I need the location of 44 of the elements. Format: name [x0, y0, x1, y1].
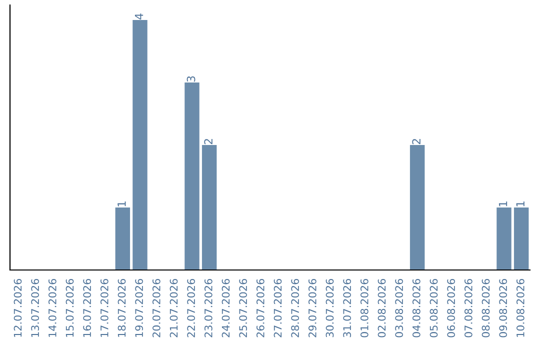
x-tick-label: 12.07.2026	[14, 278, 22, 337]
x-tick-label: 02.08.2026	[378, 278, 386, 338]
data-label: 2	[412, 139, 420, 144]
x-tick-label: 14.07.2026	[48, 278, 56, 337]
x-tick-label: 15.07.2026	[66, 278, 74, 337]
x-tick-label: 17.07.2026	[100, 278, 108, 337]
x-tick-label: 28.07.2026	[291, 278, 300, 338]
x-tick-label: 10.08.2026	[516, 278, 524, 337]
x-tick-label: 20.07.2026	[152, 278, 160, 338]
x-tick-label: 09.08.2026	[499, 278, 508, 338]
x-tick-label: 24.07.2026	[222, 278, 230, 338]
bar	[514, 208, 529, 270]
x-tick-label: 05.08.2026	[430, 278, 438, 338]
x-tick-label: 16.07.2026	[83, 278, 92, 337]
bar	[184, 82, 200, 270]
x-tick-label: 06.08.2026	[447, 278, 456, 338]
x-tick-label: 13.07.2026	[31, 278, 40, 337]
x-tick-label: 04.08.2026	[412, 278, 420, 338]
data-label: 2	[204, 139, 212, 144]
x-tick-label: 18.07.2026	[118, 278, 126, 337]
data-label: 3	[186, 76, 196, 82]
x-tick-label: 31.07.2026	[343, 278, 352, 338]
bar	[202, 145, 217, 270]
x-tick-label: 25.07.2026	[239, 278, 248, 338]
x-tick-label: 23.07.2026	[204, 278, 212, 338]
data-label: 1	[118, 201, 126, 206]
bar	[496, 208, 512, 270]
x-tick-label: 22.07.2026	[187, 278, 196, 338]
x-tick-label: 27.07.2026	[274, 278, 282, 338]
x-tick-label: 21.07.2026	[170, 278, 178, 338]
data-label: 4	[134, 14, 144, 20]
x-tick-label: 26.07.2026	[256, 278, 264, 338]
x-tick-label: 08.08.2026	[482, 278, 490, 338]
x-tick-label: 29.07.2026	[308, 278, 316, 338]
data-label: 1	[516, 201, 524, 206]
bar	[115, 208, 130, 270]
x-tick-label: 03.08.2026	[395, 278, 404, 338]
x-tick-label: 07.08.2026	[464, 278, 472, 338]
bar	[132, 20, 148, 270]
x-tick-label: 19.07.2026	[135, 278, 144, 337]
x-tick-label: 01.08.2026	[360, 278, 368, 338]
x-tick-label: 30.07.2026	[326, 278, 334, 338]
data-label: 1	[498, 201, 508, 206]
bar	[410, 145, 425, 270]
